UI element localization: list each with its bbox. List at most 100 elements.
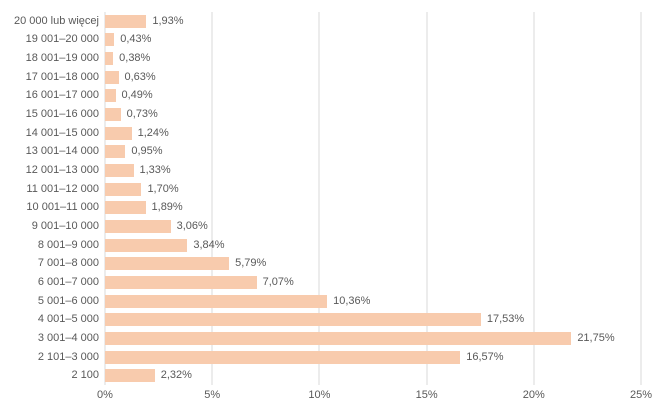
value-label: 1,89% [151, 201, 183, 214]
value-label: 0,95% [131, 145, 163, 158]
value-label: 2,32% [160, 369, 192, 382]
bar [105, 33, 115, 47]
bar [105, 52, 114, 66]
value-label: 7,07% [262, 276, 294, 289]
x-tick-label: 20% [522, 389, 545, 401]
bar-area: 0,63% [105, 68, 641, 87]
bar [105, 331, 572, 345]
category-label: 19 001–20 000 [25, 33, 99, 46]
bar [105, 126, 132, 140]
gridline [104, 12, 106, 385]
chart-row: 2 100 2,32% [0, 366, 641, 385]
category-label: 7 001–8 000 [37, 257, 99, 270]
bar-area: 1,93% [105, 12, 641, 31]
chart-row: 12 001–13 000 1,33% [0, 161, 641, 180]
chart-rows: 20 000 lub więcej 1,93% 19 001–20 000 0,43%… [0, 12, 641, 385]
bar-area: 7,07% [105, 273, 641, 292]
category-label: 13 001–14 000 [25, 145, 99, 158]
value-label: 3,06% [176, 220, 208, 233]
chart-row: 6 001–7 000 7,07% [0, 273, 641, 292]
bar [105, 182, 142, 196]
gridline [211, 12, 213, 385]
value-label: 0,49% [121, 89, 153, 102]
chart-row: 5 001–6 000 10,36% [0, 292, 641, 311]
category-label: 5 001–6 000 [37, 294, 99, 307]
bar-area: 3,06% [105, 217, 641, 236]
bar [105, 257, 230, 271]
value-label: 16,57% [466, 350, 504, 363]
bar-area: 16,57% [105, 348, 641, 367]
category-label: 6 001–7 000 [37, 276, 99, 289]
bar [105, 350, 461, 364]
value-label: 1,33% [139, 164, 171, 177]
bar-area: 1,24% [105, 124, 641, 143]
x-tick-label: 25% [629, 389, 653, 401]
category-label: 4 001–5 000 [37, 313, 99, 326]
value-label: 10,36% [333, 294, 371, 307]
category-label: 16 001–17 000 [25, 89, 99, 102]
category-label: 12 001–13 000 [25, 164, 99, 177]
bar [105, 201, 146, 215]
gridline [426, 12, 428, 385]
chart-row: 18 001–19 000 0,38% [0, 49, 641, 68]
x-tick-label: 15% [415, 389, 438, 401]
chart-row: 10 001–11 000 1,89% [0, 199, 641, 218]
category-label: 17 001–18 000 [25, 70, 99, 83]
value-label: 17,53% [486, 313, 525, 326]
chart-row: 14 001–15 000 1,24% [0, 124, 641, 143]
bar-area: 17,53% [105, 311, 641, 330]
chart-row: 17 001–18 000 0,63% [0, 68, 641, 87]
bar-area: 0,38% [105, 49, 641, 68]
chart-row: 16 001–17 000 0,49% [0, 87, 641, 106]
x-tick-label: 0% [97, 389, 113, 401]
chart-row: 4 001–5 000 17,53% [0, 311, 641, 330]
chart-row: 9 001–10 000 3,06% [0, 217, 641, 236]
chart-row: 8 001–9 000 3,84% [0, 236, 641, 255]
bar [105, 369, 155, 383]
bar [105, 108, 121, 122]
bar-area: 1,89% [105, 199, 641, 218]
category-label: 2 101–3 000 [37, 350, 99, 363]
category-label: 9 001–10 000 [31, 220, 99, 233]
gridlines [104, 12, 642, 385]
bar-area: 21,75% [105, 329, 641, 348]
category-label: 14 001–15 000 [25, 126, 99, 139]
bar [105, 238, 188, 252]
bar-area: 0,49% [105, 87, 641, 106]
chart-row: 13 001–14 000 0,95% [0, 143, 641, 162]
value-label: 1,24% [137, 126, 169, 139]
category-label: 10 001–11 000 [26, 201, 99, 214]
bar-area: 0,73% [105, 105, 641, 124]
gridline [640, 12, 642, 385]
chart-row: 19 001–20 000 0,43% [0, 31, 641, 50]
category-label: 3 001–4 000 [37, 331, 99, 344]
bar-area: 2,32% [105, 366, 641, 385]
category-label: 15 001–16 000 [25, 108, 99, 121]
bar [105, 14, 147, 28]
gridline [318, 12, 320, 385]
chart-row: 2 101–3 000 16,57% [0, 348, 641, 367]
bar-area: 0,43% [105, 31, 641, 50]
x-tick-label: 10% [308, 389, 331, 401]
chart-row: 20 000 lub więcej 1,93% [0, 12, 641, 31]
value-label: 0,38% [119, 52, 151, 65]
bar [105, 220, 171, 234]
x-tick-label: 5% [204, 389, 221, 401]
bar [105, 70, 119, 84]
bar-area: 1,70% [105, 180, 641, 199]
value-label: 1,70% [147, 182, 179, 195]
value-label: 1,93% [152, 14, 184, 27]
category-label: 11 001–12 000 [26, 182, 99, 195]
category-label: 2 100 [71, 369, 99, 382]
x-axis: 0% 5% 10% 15% 20% 25% [97, 389, 652, 405]
value-label: 5,79% [235, 257, 267, 270]
category-label: 8 001–9 000 [37, 238, 99, 251]
chart-row: 3 001–4 000 21,75% [0, 329, 641, 348]
value-label: 0,43% [120, 33, 152, 46]
bar-area: 5,79% [105, 255, 641, 274]
bar-area: 10,36% [105, 292, 641, 311]
bar [105, 276, 257, 290]
bar [105, 313, 481, 327]
value-label: 0,63% [124, 70, 156, 83]
